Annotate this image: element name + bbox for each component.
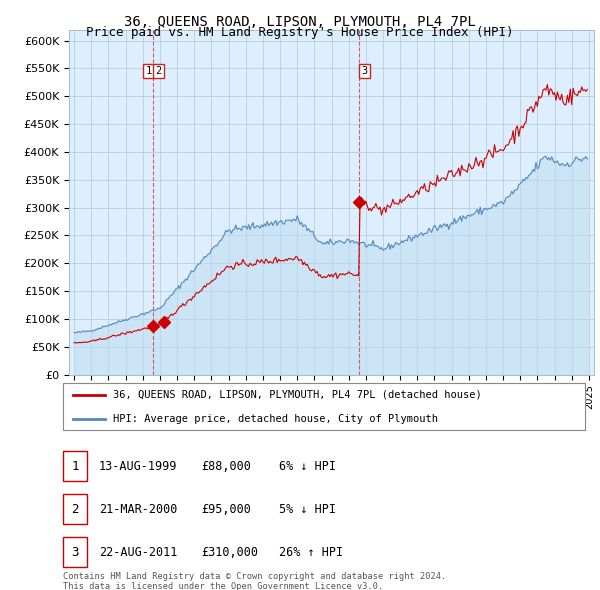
Text: 3: 3 <box>361 66 368 76</box>
Text: Price paid vs. HM Land Registry's House Price Index (HPI): Price paid vs. HM Land Registry's House … <box>86 26 514 39</box>
Text: 1: 1 <box>145 66 151 76</box>
Text: 36, QUEENS ROAD, LIPSON, PLYMOUTH, PL4 7PL: 36, QUEENS ROAD, LIPSON, PLYMOUTH, PL4 7… <box>124 15 476 29</box>
Text: This data is licensed under the Open Government Licence v3.0.: This data is licensed under the Open Gov… <box>63 582 383 590</box>
Text: 26% ↑ HPI: 26% ↑ HPI <box>279 546 343 559</box>
Text: 36, QUEENS ROAD, LIPSON, PLYMOUTH, PL4 7PL (detached house): 36, QUEENS ROAD, LIPSON, PLYMOUTH, PL4 7… <box>113 390 482 400</box>
FancyBboxPatch shape <box>62 384 586 430</box>
Text: 2: 2 <box>155 66 162 76</box>
Text: £95,000: £95,000 <box>201 503 251 516</box>
Text: 21-MAR-2000: 21-MAR-2000 <box>99 503 178 516</box>
Text: HPI: Average price, detached house, City of Plymouth: HPI: Average price, detached house, City… <box>113 414 438 424</box>
Text: 6% ↓ HPI: 6% ↓ HPI <box>279 460 336 473</box>
Text: £310,000: £310,000 <box>201 546 258 559</box>
Text: 2: 2 <box>71 503 79 516</box>
Text: 22-AUG-2011: 22-AUG-2011 <box>99 546 178 559</box>
Text: 3: 3 <box>71 546 79 559</box>
Text: £88,000: £88,000 <box>201 460 251 473</box>
Text: 13-AUG-1999: 13-AUG-1999 <box>99 460 178 473</box>
Text: 5% ↓ HPI: 5% ↓ HPI <box>279 503 336 516</box>
Text: Contains HM Land Registry data © Crown copyright and database right 2024.: Contains HM Land Registry data © Crown c… <box>63 572 446 581</box>
Text: 1: 1 <box>71 460 79 473</box>
